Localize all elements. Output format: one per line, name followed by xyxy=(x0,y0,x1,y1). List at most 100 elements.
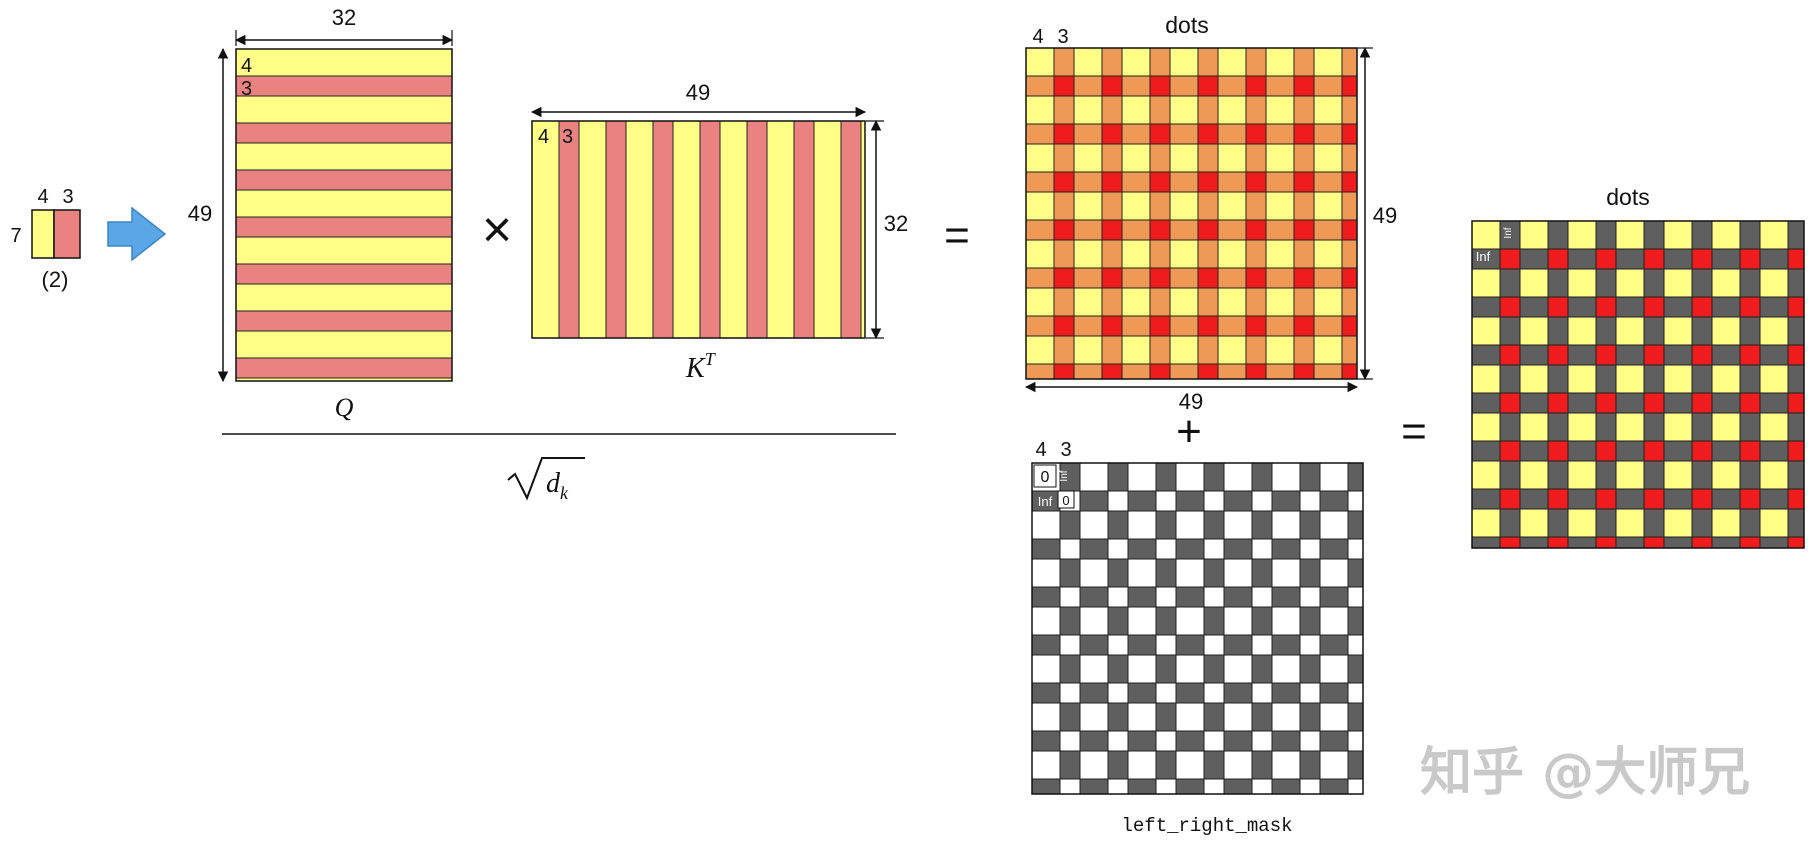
result-cell-masked xyxy=(1567,488,1597,510)
mask-cell-inf xyxy=(1347,606,1364,636)
dots-cell-orange xyxy=(1169,315,1199,337)
dots-cell-orange xyxy=(1245,191,1267,221)
result-cell-yellow xyxy=(1711,508,1741,538)
dots-cell-yellow xyxy=(1265,191,1295,221)
mask-cell-inf xyxy=(1107,558,1129,588)
dots-cell-orange xyxy=(1121,219,1151,241)
dots-cell-red xyxy=(1245,219,1267,241)
mask-cell-zero xyxy=(1347,682,1364,704)
result-cell-masked xyxy=(1691,268,1713,298)
result-cell-yellow xyxy=(1759,508,1789,538)
dots-cell-orange xyxy=(1073,315,1103,337)
result-cell-red xyxy=(1643,536,1665,549)
dots-cell-yellow xyxy=(1169,95,1199,125)
dots-col-a-label: 4 xyxy=(1032,26,1043,48)
mask-cell-zero xyxy=(1127,654,1157,684)
result-cell-masked xyxy=(1615,344,1645,366)
result-cell-red xyxy=(1643,488,1665,510)
mask-zero-label: 0 xyxy=(1041,469,1050,486)
result-cell-red xyxy=(1547,392,1569,414)
mask-cell-inf xyxy=(1059,558,1081,588)
sqrt-symbol xyxy=(507,457,585,501)
mask-cell-inf xyxy=(1107,750,1129,780)
dots-cell-orange xyxy=(1293,239,1315,269)
dots-cell-orange xyxy=(1025,219,1055,241)
mask-cell-zero xyxy=(1251,778,1273,795)
result-cell-red xyxy=(1499,344,1521,366)
dots-cell-orange xyxy=(1053,95,1075,125)
result-inf-rot-label: Inf xyxy=(1503,227,1514,238)
mask-cell-inf xyxy=(1299,606,1321,636)
result-cell-masked xyxy=(1663,248,1693,270)
dots-cell-orange xyxy=(1217,267,1247,289)
mask-cell-inf xyxy=(1299,462,1321,492)
dots-cell-yellow xyxy=(1217,287,1247,317)
mask-cell-inf xyxy=(1107,702,1129,732)
dots-border xyxy=(1025,47,1358,380)
mask-inf-rot-label: Inf xyxy=(1059,470,1070,481)
dots-cell-yellow xyxy=(1025,239,1055,269)
dots-cell-red xyxy=(1341,219,1358,241)
mask-cell-inf xyxy=(1155,654,1177,684)
dots-cell-orange xyxy=(1101,335,1123,365)
result-inf-label: Inf xyxy=(1476,249,1491,264)
result-grid xyxy=(1471,220,1805,549)
mask-cell-inf xyxy=(1319,634,1349,656)
mask-cell-zero xyxy=(1203,682,1225,704)
dots-grid xyxy=(1025,47,1358,380)
dots-cell-orange xyxy=(1053,287,1075,317)
q-matrix: 32 49 4 3 Q xyxy=(188,5,454,422)
result-cell-red xyxy=(1691,440,1713,462)
result-cell-yellow xyxy=(1471,220,1501,250)
dots-cell-red xyxy=(1293,363,1315,380)
mask-cell-inf xyxy=(1059,606,1081,636)
dots-cell-orange xyxy=(1101,143,1123,173)
result-cell-red xyxy=(1643,248,1665,270)
dots-cell-yellow xyxy=(1313,239,1343,269)
dots-cell-yellow xyxy=(1217,47,1247,77)
mask-cell-inf xyxy=(1223,634,1253,656)
mask-cell-zero xyxy=(1127,702,1157,732)
result-cell-masked xyxy=(1691,220,1713,250)
result-cell-yellow xyxy=(1519,364,1549,394)
result-cell-masked xyxy=(1471,440,1501,462)
mask-cell-inf xyxy=(1319,682,1349,704)
dots-cell-yellow xyxy=(1217,143,1247,173)
dots-cell-orange xyxy=(1149,95,1171,125)
result-cell-yellow xyxy=(1615,220,1645,250)
mask-cell-inf xyxy=(1155,702,1177,732)
dots-cell-orange xyxy=(1197,95,1219,125)
result-cell-masked xyxy=(1643,220,1665,250)
dots-cell-yellow xyxy=(1073,239,1103,269)
result-cell-red xyxy=(1547,296,1569,318)
mask-cell-inf xyxy=(1059,510,1081,540)
mask-cell-inf xyxy=(1223,778,1253,795)
kt-stripe-red xyxy=(840,120,862,339)
mask-zero-cell xyxy=(1033,464,1057,488)
dots-cell-yellow xyxy=(1121,95,1151,125)
mask-cell-zero xyxy=(1223,558,1253,588)
sqrt-content: dk xyxy=(546,468,569,503)
dots-cell-red xyxy=(1053,315,1075,337)
dots-cell-orange xyxy=(1121,75,1151,97)
result-cell-masked xyxy=(1787,364,1805,394)
mask-cell-zero xyxy=(1127,462,1157,492)
mask-cell-zero xyxy=(1347,538,1364,560)
mask-cell-zero xyxy=(1107,490,1129,512)
mask-cell-inf xyxy=(1079,634,1109,656)
mask-cell-zero xyxy=(1079,702,1109,732)
mask-cell-zero xyxy=(1299,634,1321,656)
result-cell-yellow xyxy=(1615,364,1645,394)
result-cell-masked xyxy=(1663,392,1693,414)
dots-cell-red xyxy=(1101,315,1123,337)
mask-cell-inf xyxy=(1031,730,1061,752)
dots-cell-orange xyxy=(1313,123,1343,145)
dots-cell-red xyxy=(1101,75,1123,97)
dots-cell-orange xyxy=(1169,75,1199,97)
mask-cell-zero xyxy=(1059,730,1081,752)
q-width-label: 32 xyxy=(332,5,356,30)
dots-cell-orange xyxy=(1169,363,1199,380)
result-cell-red xyxy=(1547,344,1569,366)
result-cell-red xyxy=(1547,248,1569,270)
dots-cell-orange xyxy=(1073,363,1103,380)
